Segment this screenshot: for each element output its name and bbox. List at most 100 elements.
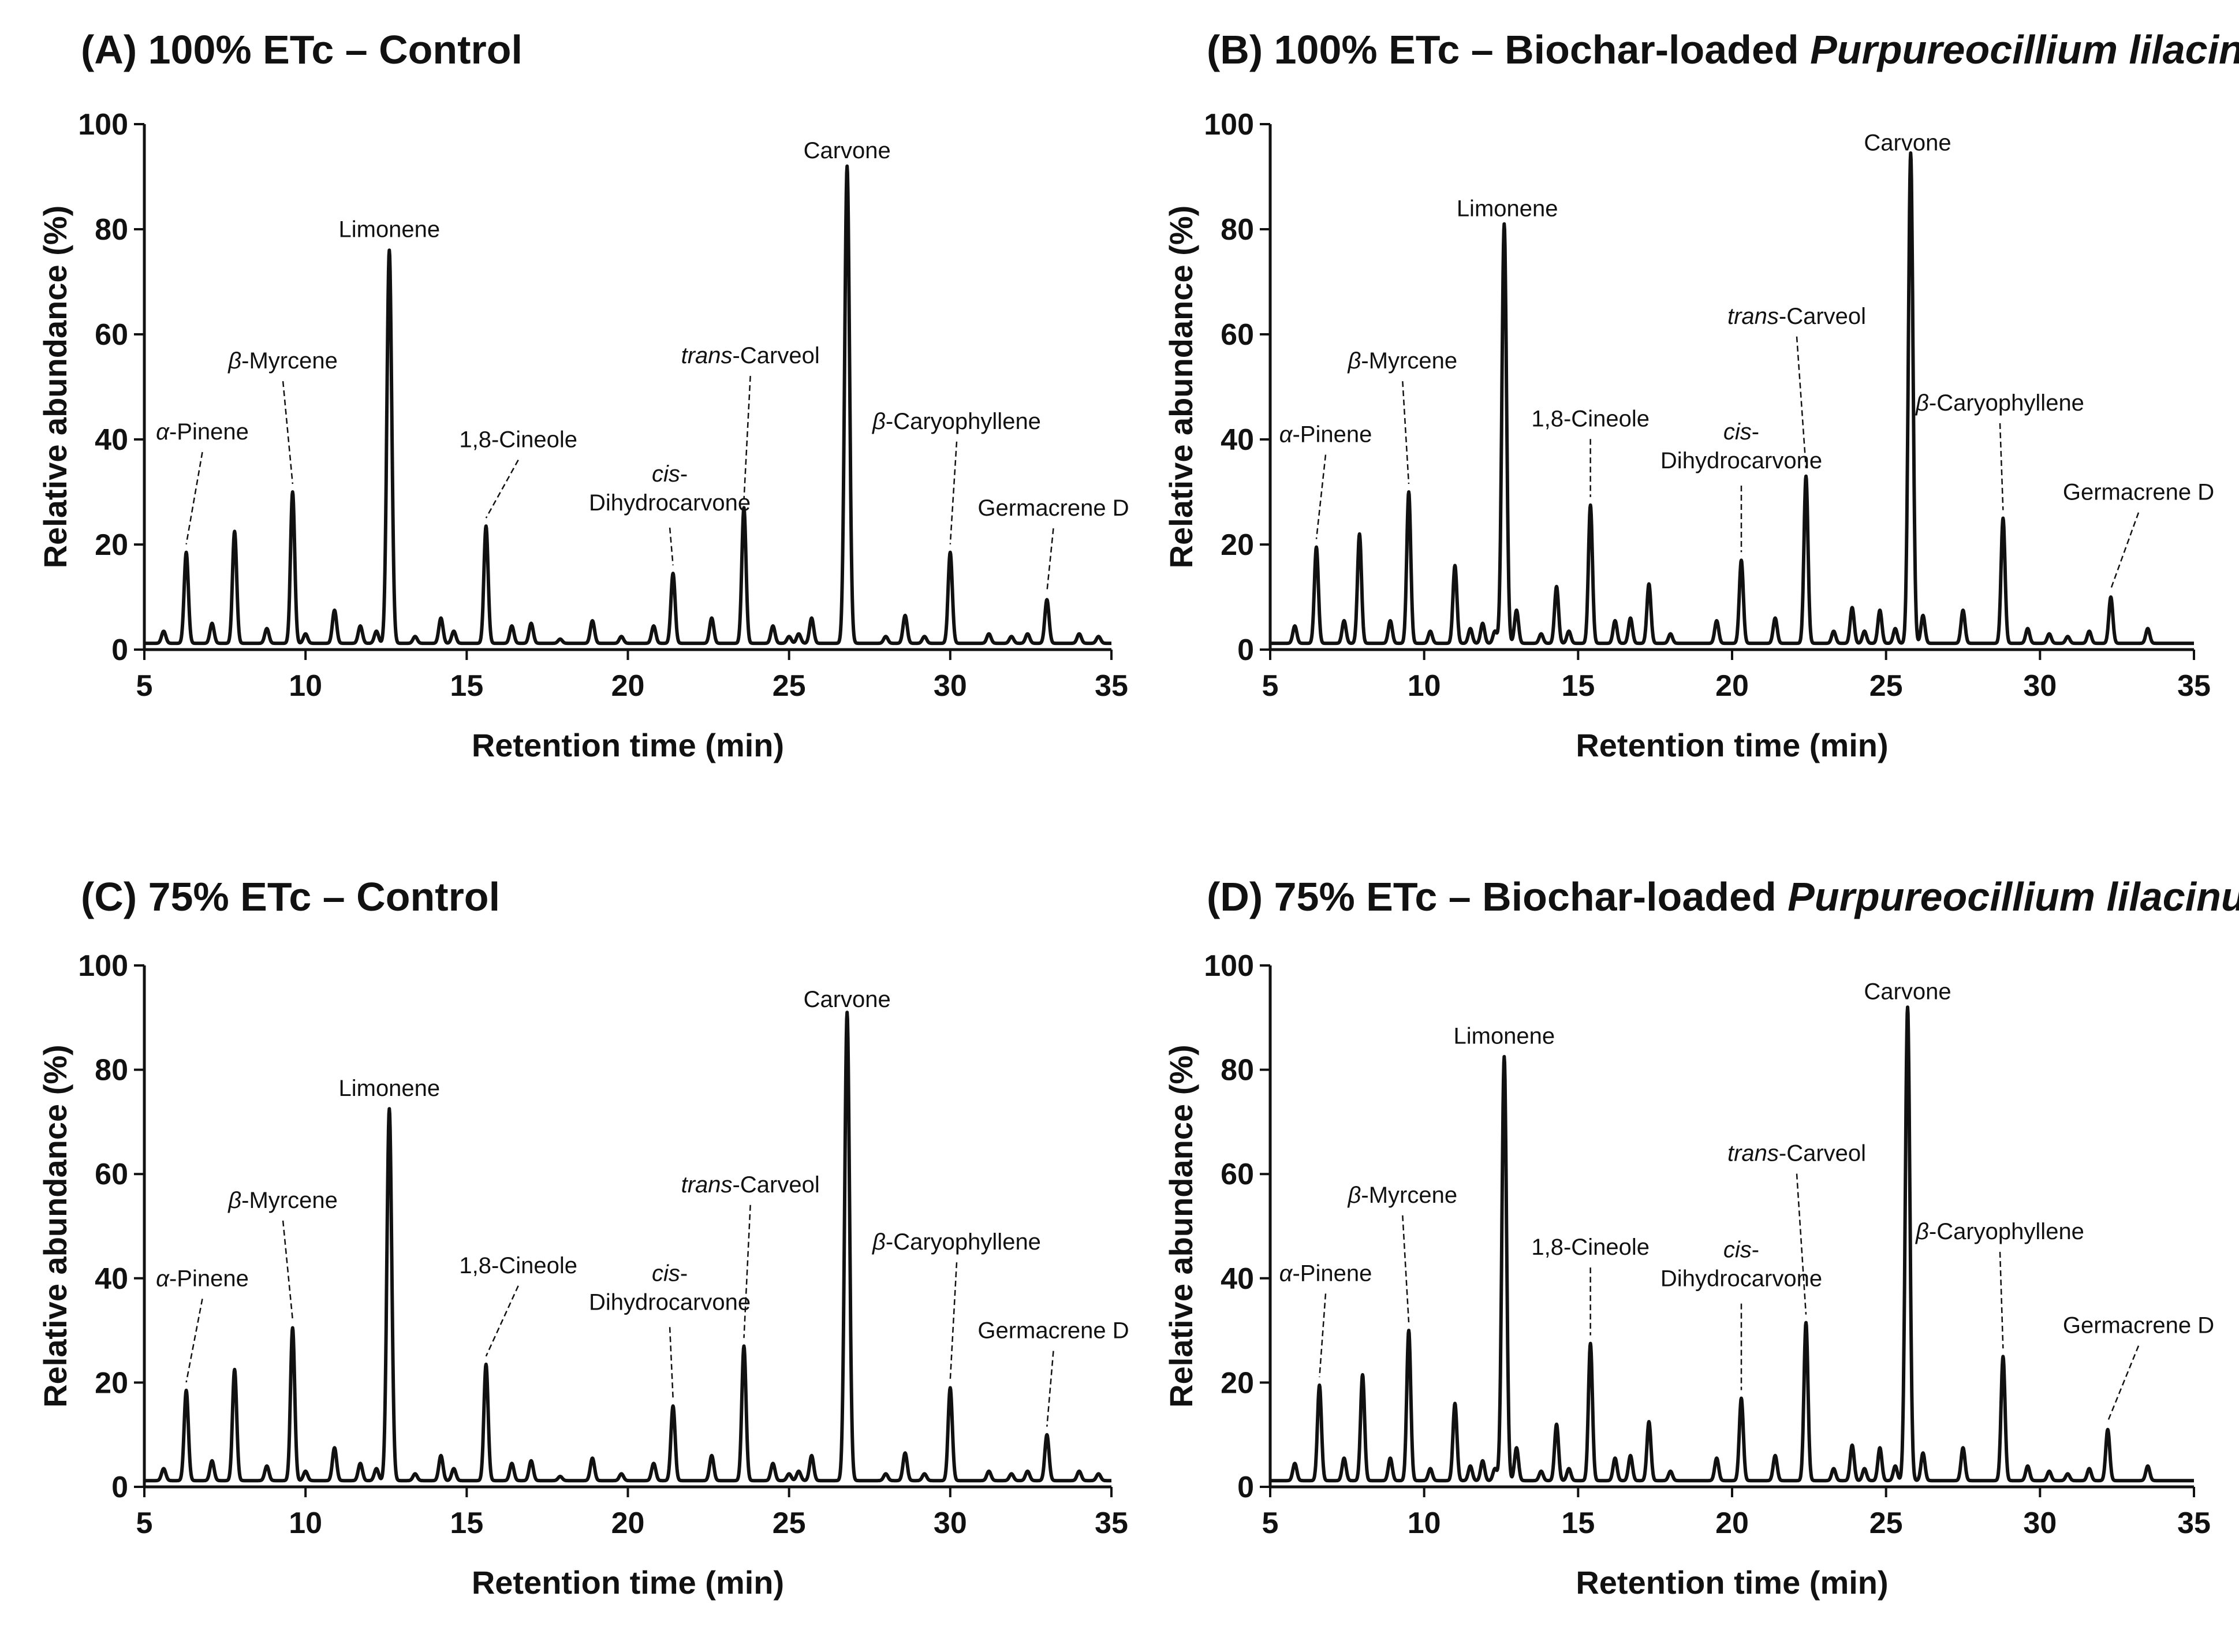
peak-label-text: Germacrene D bbox=[977, 1318, 1129, 1344]
x-tick-label: 15 bbox=[450, 669, 483, 703]
panel-1: (B) 100% ETc – Biochar-loaded Purpureoci… bbox=[1163, 27, 2239, 763]
panel-3: (D) 75% ETc – Biochar-loaded Purpureocil… bbox=[1163, 874, 2239, 1601]
x-tick-label: 5 bbox=[136, 1506, 153, 1540]
peak-label: 1,8-Cineole bbox=[1531, 406, 1650, 431]
y-tick-label: 20 bbox=[1221, 1366, 1254, 1400]
panel-title: (C) 75% ETc – Control bbox=[81, 874, 500, 919]
peak-label: 1,8-Cineole bbox=[459, 427, 577, 453]
x-tick-label: 15 bbox=[450, 1506, 483, 1540]
peak-leader-line bbox=[1999, 1252, 2004, 1349]
peak-label: Carvone bbox=[804, 138, 891, 163]
peak-label-text: -Pinene bbox=[169, 1266, 249, 1291]
peak-label: α-Pinene bbox=[1279, 422, 1372, 448]
peak-label: β-Caryophyllene bbox=[1915, 390, 2084, 416]
peak-label-text: -Pinene bbox=[169, 419, 249, 445]
peak-label-italic: α bbox=[1279, 422, 1293, 448]
peak-leader-line bbox=[949, 1262, 958, 1380]
peak-label: α-Pinene bbox=[1279, 1261, 1372, 1286]
peak-label: 1,8-Cineole bbox=[1531, 1235, 1650, 1260]
y-tick-label: 60 bbox=[95, 1158, 128, 1191]
peak-label-text: Carvone bbox=[1864, 979, 1951, 1005]
peak-label-text: -Caryophyllene bbox=[886, 1229, 1041, 1255]
peak-label-text: -Pinene bbox=[1292, 422, 1372, 448]
y-tick-label: 80 bbox=[1221, 213, 1254, 247]
peak-label: β-Caryophyllene bbox=[1915, 1219, 2084, 1244]
peak-label: Limonene bbox=[338, 217, 440, 243]
peak-label-text: - bbox=[1752, 1237, 1759, 1263]
peak-label-line2: Dihydrocarvone bbox=[1660, 1266, 1822, 1292]
peak-label: Germacrene D bbox=[977, 495, 1129, 521]
y-tick-label: 80 bbox=[1221, 1054, 1254, 1087]
peak-label-text: Germacrene D bbox=[2063, 480, 2214, 505]
x-tick-label: 25 bbox=[1869, 1506, 1903, 1540]
x-axis-label: Retention time (min) bbox=[1576, 727, 1888, 763]
peak-label: cis- bbox=[1723, 419, 1759, 445]
peak-label-text: Limonene bbox=[338, 217, 440, 243]
peak-leader-line bbox=[1402, 1215, 1410, 1323]
peak-label: β-Caryophyllene bbox=[872, 409, 1041, 434]
peak-label-italic: α bbox=[156, 419, 170, 445]
peak-label-italic: β bbox=[1915, 390, 1929, 416]
peak-label: β-Myrcene bbox=[1348, 348, 1458, 374]
chromatogram-trace bbox=[143, 1010, 1113, 1483]
y-tick-label: 100 bbox=[1204, 108, 1254, 141]
peak-label-text: - bbox=[680, 461, 688, 487]
peak-label-text: Limonene bbox=[1457, 196, 1558, 221]
peak-label-text: -Carveol bbox=[733, 343, 820, 368]
peak-leader-line bbox=[2107, 1345, 2140, 1422]
peak-label-text: 1,8-Cineole bbox=[459, 1253, 577, 1278]
y-tick-label: 20 bbox=[95, 528, 128, 562]
peak-label-italic: trans bbox=[1727, 304, 1779, 329]
x-tick-label: 30 bbox=[934, 669, 967, 703]
panel-title: (B) 100% ETc – Biochar-loaded Purpureoci… bbox=[1207, 27, 2239, 72]
x-axis-label: Retention time (min) bbox=[472, 1564, 784, 1601]
y-tick-label: 60 bbox=[95, 318, 128, 352]
y-tick-label: 40 bbox=[1221, 423, 1254, 457]
peak-leader-line bbox=[949, 441, 958, 545]
y-axis-label: Relative abundance (%) bbox=[37, 206, 73, 569]
peak-label: trans-Carveol bbox=[1727, 304, 1866, 329]
peak-leader-line bbox=[1319, 1293, 1327, 1378]
peak-leader-line bbox=[1796, 1173, 1807, 1315]
peak-label: cis- bbox=[652, 1261, 688, 1286]
x-axis-label: Retention time (min) bbox=[1576, 1564, 1888, 1601]
peak-label-italic: cis bbox=[652, 1261, 680, 1286]
peak-label: Limonene bbox=[338, 1076, 440, 1101]
peak-label: Germacrene D bbox=[2063, 1313, 2214, 1338]
peak-label-italic: β bbox=[1348, 1183, 1361, 1208]
peak-leader-line bbox=[743, 375, 751, 500]
peak-label-italic: cis bbox=[1723, 1237, 1752, 1263]
peak-leader-line bbox=[185, 1299, 203, 1383]
y-tick-label: 80 bbox=[95, 213, 128, 247]
y-axis-label: Relative abundance (%) bbox=[1163, 1045, 1199, 1408]
peak-label: cis- bbox=[1723, 1237, 1759, 1263]
panel-title-text: (C) 75% ETc – Control bbox=[81, 874, 500, 919]
panel-title: (D) 75% ETc – Biochar-loaded Purpureocil… bbox=[1207, 874, 2239, 919]
x-tick-label: 25 bbox=[773, 1506, 806, 1540]
x-tick-label: 35 bbox=[1095, 669, 1128, 703]
y-tick-label: 20 bbox=[1221, 528, 1254, 562]
peak-leader-line bbox=[669, 527, 674, 566]
peak-leader-line bbox=[1046, 1351, 1054, 1427]
x-tick-label: 35 bbox=[1095, 1506, 1128, 1540]
x-tick-label: 10 bbox=[289, 1506, 322, 1540]
peak-label-line2: Dihydrocarvone bbox=[589, 1289, 751, 1315]
peak-label-text: -Caryophyllene bbox=[1929, 1219, 2084, 1244]
x-tick-label: 15 bbox=[1561, 669, 1595, 703]
x-tick-label: 25 bbox=[773, 669, 806, 703]
peak-label-text: - bbox=[1752, 419, 1759, 445]
panel-title: (A) 100% ETc – Control bbox=[81, 27, 523, 72]
panel-title-text: (B) 100% ETc – Biochar-loaded bbox=[1207, 27, 1810, 72]
peak-label-text: -Caryophyllene bbox=[1929, 390, 2084, 416]
peak-label-line2: Dihydrocarvone bbox=[589, 490, 751, 516]
x-tick-label: 30 bbox=[2023, 1506, 2057, 1540]
peak-leader-line bbox=[485, 460, 519, 519]
peak-label-italic: β bbox=[872, 409, 886, 434]
y-tick-label: 20 bbox=[95, 1366, 128, 1400]
peak-label: Germacrene D bbox=[977, 1318, 1129, 1344]
panel-0: (A) 100% ETc – Control 0 20 40 60 80 100 5 10 15 2… bbox=[37, 27, 1129, 763]
peak-leader-line bbox=[1315, 454, 1327, 539]
peak-label-text: -Pinene bbox=[1292, 1261, 1372, 1286]
x-tick-label: 15 bbox=[1561, 1506, 1595, 1540]
